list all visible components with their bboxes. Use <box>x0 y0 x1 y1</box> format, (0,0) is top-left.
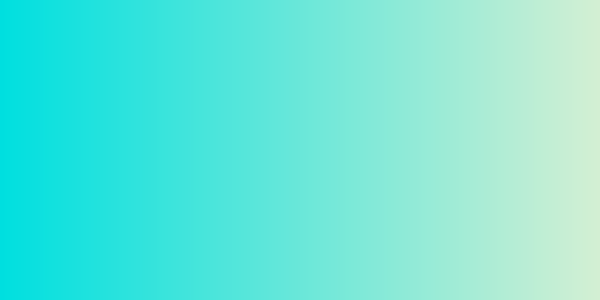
Text: City-Data.com: City-Data.com <box>490 46 569 56</box>
Bar <box>439 169 524 171</box>
Bar <box>354 142 439 171</box>
Legend: Zip code 37369, Tennessee: Zip code 37369, Tennessee <box>181 193 455 218</box>
Bar <box>111 70 196 171</box>
Bar <box>196 136 281 171</box>
Title: Most common places of birth for foreign-born residents: Most common places of birth for foreign-… <box>0 15 600 35</box>
